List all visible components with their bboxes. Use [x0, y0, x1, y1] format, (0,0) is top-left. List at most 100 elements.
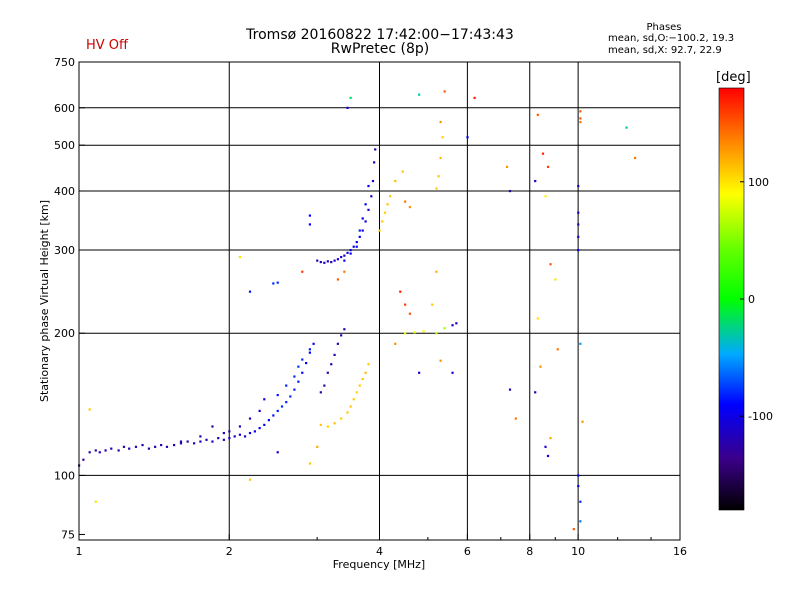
- data-point: [340, 417, 343, 420]
- data-point: [336, 342, 340, 345]
- y-axis: 75 100 200 300 400 500 600 750: [54, 56, 85, 541]
- data-point: [238, 255, 242, 259]
- data-point: [333, 259, 336, 262]
- data-point: [128, 447, 131, 450]
- data-point: [82, 458, 85, 461]
- data-point: [505, 165, 509, 169]
- data-point: [308, 462, 311, 465]
- data-point: [352, 245, 355, 248]
- data-point: [579, 342, 582, 345]
- data-point: [222, 438, 225, 441]
- data-point: [285, 384, 288, 387]
- data-point: [263, 398, 266, 401]
- data-point: [579, 500, 582, 503]
- data-point: [94, 500, 97, 503]
- data-point: [326, 371, 329, 374]
- data-point: [297, 365, 300, 368]
- data-point: [370, 195, 373, 198]
- data-point: [539, 365, 542, 368]
- data-point: [98, 451, 101, 454]
- data-point: [301, 270, 304, 273]
- y-tick-label: 300: [54, 244, 75, 257]
- data-point: [418, 93, 421, 96]
- data-point: [437, 175, 440, 178]
- data-point: [404, 200, 407, 203]
- data-point: [534, 179, 537, 183]
- data-point: [228, 430, 231, 433]
- data-point: [308, 223, 311, 226]
- colorbar-tick-label: -100: [748, 410, 773, 423]
- phases-title: Phases: [646, 22, 682, 33]
- y-axis-title: Stationary phase Virtual Height [km]: [38, 200, 51, 402]
- data-point: [343, 254, 346, 257]
- data-point: [179, 442, 183, 445]
- chart-title: Tromsø 20160822 17:42:00−17:43:43: [246, 27, 514, 43]
- data-point: [443, 90, 446, 93]
- data-point: [364, 203, 367, 206]
- x-tick-label: 10: [571, 545, 585, 558]
- data-point: [579, 120, 582, 124]
- y-tick-label: 100: [54, 469, 75, 482]
- data-point: [367, 363, 370, 366]
- data-point: [330, 260, 333, 264]
- y-tick-label: 75: [61, 528, 75, 541]
- data-point: [172, 443, 176, 447]
- data-point: [199, 440, 202, 443]
- data-point: [147, 447, 151, 450]
- data-point: [280, 405, 284, 408]
- data-point: [211, 425, 214, 428]
- x-tick-label: 1: [76, 545, 83, 558]
- data-point: [165, 445, 169, 448]
- data-point: [258, 409, 261, 413]
- data-point: [443, 327, 446, 330]
- data-point: [536, 113, 539, 116]
- data-point: [276, 281, 279, 284]
- phases-o-stats: mean, sd,O:−100.2, 19.3: [608, 33, 735, 44]
- data-point: [572, 528, 575, 531]
- data-point: [579, 117, 582, 120]
- data-point: [134, 445, 138, 448]
- data-point: [276, 393, 279, 397]
- data-point: [233, 435, 236, 438]
- x-tick-label: 8: [526, 545, 533, 558]
- y-tick-label: 600: [54, 102, 75, 115]
- data-point: [358, 229, 361, 232]
- y-tick-label: 400: [54, 185, 75, 198]
- data-point: [186, 440, 189, 443]
- data-point: [554, 278, 557, 281]
- data-point: [272, 414, 275, 417]
- data-point: [358, 384, 361, 387]
- data-point: [625, 126, 628, 129]
- data-point: [381, 220, 384, 223]
- data-point: [248, 478, 252, 481]
- y-tick-label: 200: [54, 327, 75, 340]
- data-point: [371, 179, 375, 183]
- data-point: [88, 408, 91, 411]
- data-point: [343, 259, 346, 262]
- x-axis: 1 2 4 6 8 10 16: [76, 534, 687, 558]
- data-point: [340, 255, 343, 259]
- data-point: [577, 235, 580, 238]
- data-point: [238, 425, 242, 428]
- data-point: [117, 449, 120, 452]
- data-point: [367, 208, 370, 211]
- data-point: [355, 391, 358, 394]
- data-point: [355, 240, 358, 244]
- data-point: [333, 353, 336, 357]
- data-point: [358, 235, 361, 238]
- data-point: [544, 445, 547, 448]
- data-point: [435, 270, 438, 273]
- data-point: [349, 96, 352, 99]
- chart-subtitle: RwPretec (8p): [330, 41, 430, 57]
- data-point: [326, 260, 329, 263]
- data-point: [316, 445, 319, 448]
- data-point: [364, 220, 367, 223]
- data-point: [577, 223, 580, 226]
- data-point: [263, 423, 266, 426]
- data-point: [308, 348, 311, 351]
- data-point: [349, 252, 352, 255]
- data-point: [305, 361, 308, 365]
- data-point: [301, 358, 304, 361]
- data-point: [355, 245, 358, 248]
